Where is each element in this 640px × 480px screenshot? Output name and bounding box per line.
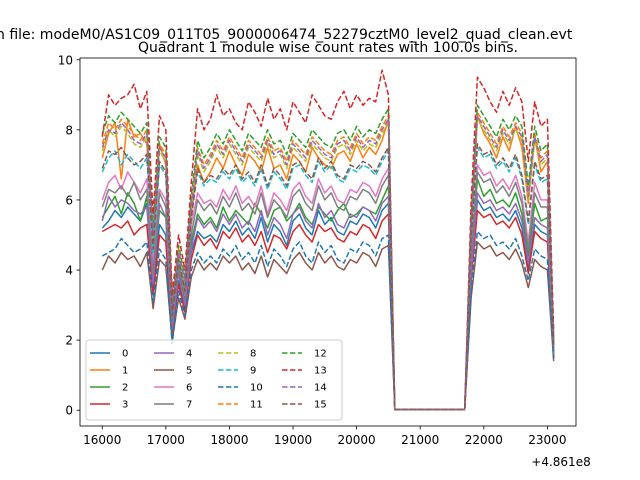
legend-label-9: 9 — [250, 366, 256, 377]
legend-label-3: 3 — [122, 400, 128, 411]
x-tick-label: 21000 — [401, 433, 439, 447]
legend-label-5: 5 — [186, 366, 192, 377]
x-axis: 16000 17000 18000 19000 20000 21000 22000 23000 — [83, 426, 566, 447]
x-tick-label: 17000 — [147, 433, 185, 447]
legend-label-8: 8 — [250, 349, 256, 360]
axes-frame — [79, 57, 577, 427]
series-line-15 — [101, 143, 555, 411]
x-tick-label: 23000 — [528, 433, 566, 447]
x-axis-offset-label: +4.861e8 — [531, 455, 590, 469]
series-line-10 — [101, 230, 555, 411]
y-tick-label: 8 — [65, 123, 73, 137]
legend-label-7: 7 — [186, 400, 192, 411]
series-line-13 — [101, 69, 555, 411]
chart-title: Quadrant 1 module wise count rates with … — [138, 40, 518, 56]
legend-label-6: 6 — [186, 383, 192, 394]
x-tick-label: 20000 — [338, 433, 376, 447]
x-tick-label: 19000 — [274, 433, 312, 447]
x-tick-label: 18000 — [210, 433, 248, 447]
y-tick-label: 4 — [65, 264, 73, 278]
legend-label-10: 10 — [250, 383, 263, 394]
series-line-3 — [101, 209, 555, 411]
legend-label-15: 15 — [314, 400, 327, 411]
y-axis: 0 2 4 6 8 10 — [58, 53, 80, 418]
legend-label-12: 12 — [314, 349, 327, 360]
legend-label-1: 1 — [122, 366, 128, 377]
series-line-14 — [101, 115, 555, 411]
x-tick-label: 22000 — [465, 433, 503, 447]
legend-label-11: 11 — [250, 400, 263, 411]
y-tick-label: 6 — [65, 193, 73, 207]
legend-label-4: 4 — [186, 349, 192, 360]
y-tick-label: 0 — [65, 404, 73, 418]
legend-label-13: 13 — [314, 366, 327, 377]
y-tick-label: 10 — [58, 53, 73, 67]
legend-label-2: 2 — [122, 383, 128, 394]
series-line-12 — [101, 104, 555, 411]
figure-suptitle: n file: modeM0/AS1C09_011T05_9000006474_… — [0, 27, 573, 43]
legend-label-14: 14 — [314, 383, 327, 394]
legend-label-0: 0 — [122, 349, 128, 360]
series-line-7 — [101, 171, 555, 411]
plot-lines — [101, 69, 555, 411]
x-tick-label: 16000 — [83, 433, 121, 447]
y-tick-label: 2 — [65, 334, 73, 348]
legend-box — [85, 339, 343, 421]
